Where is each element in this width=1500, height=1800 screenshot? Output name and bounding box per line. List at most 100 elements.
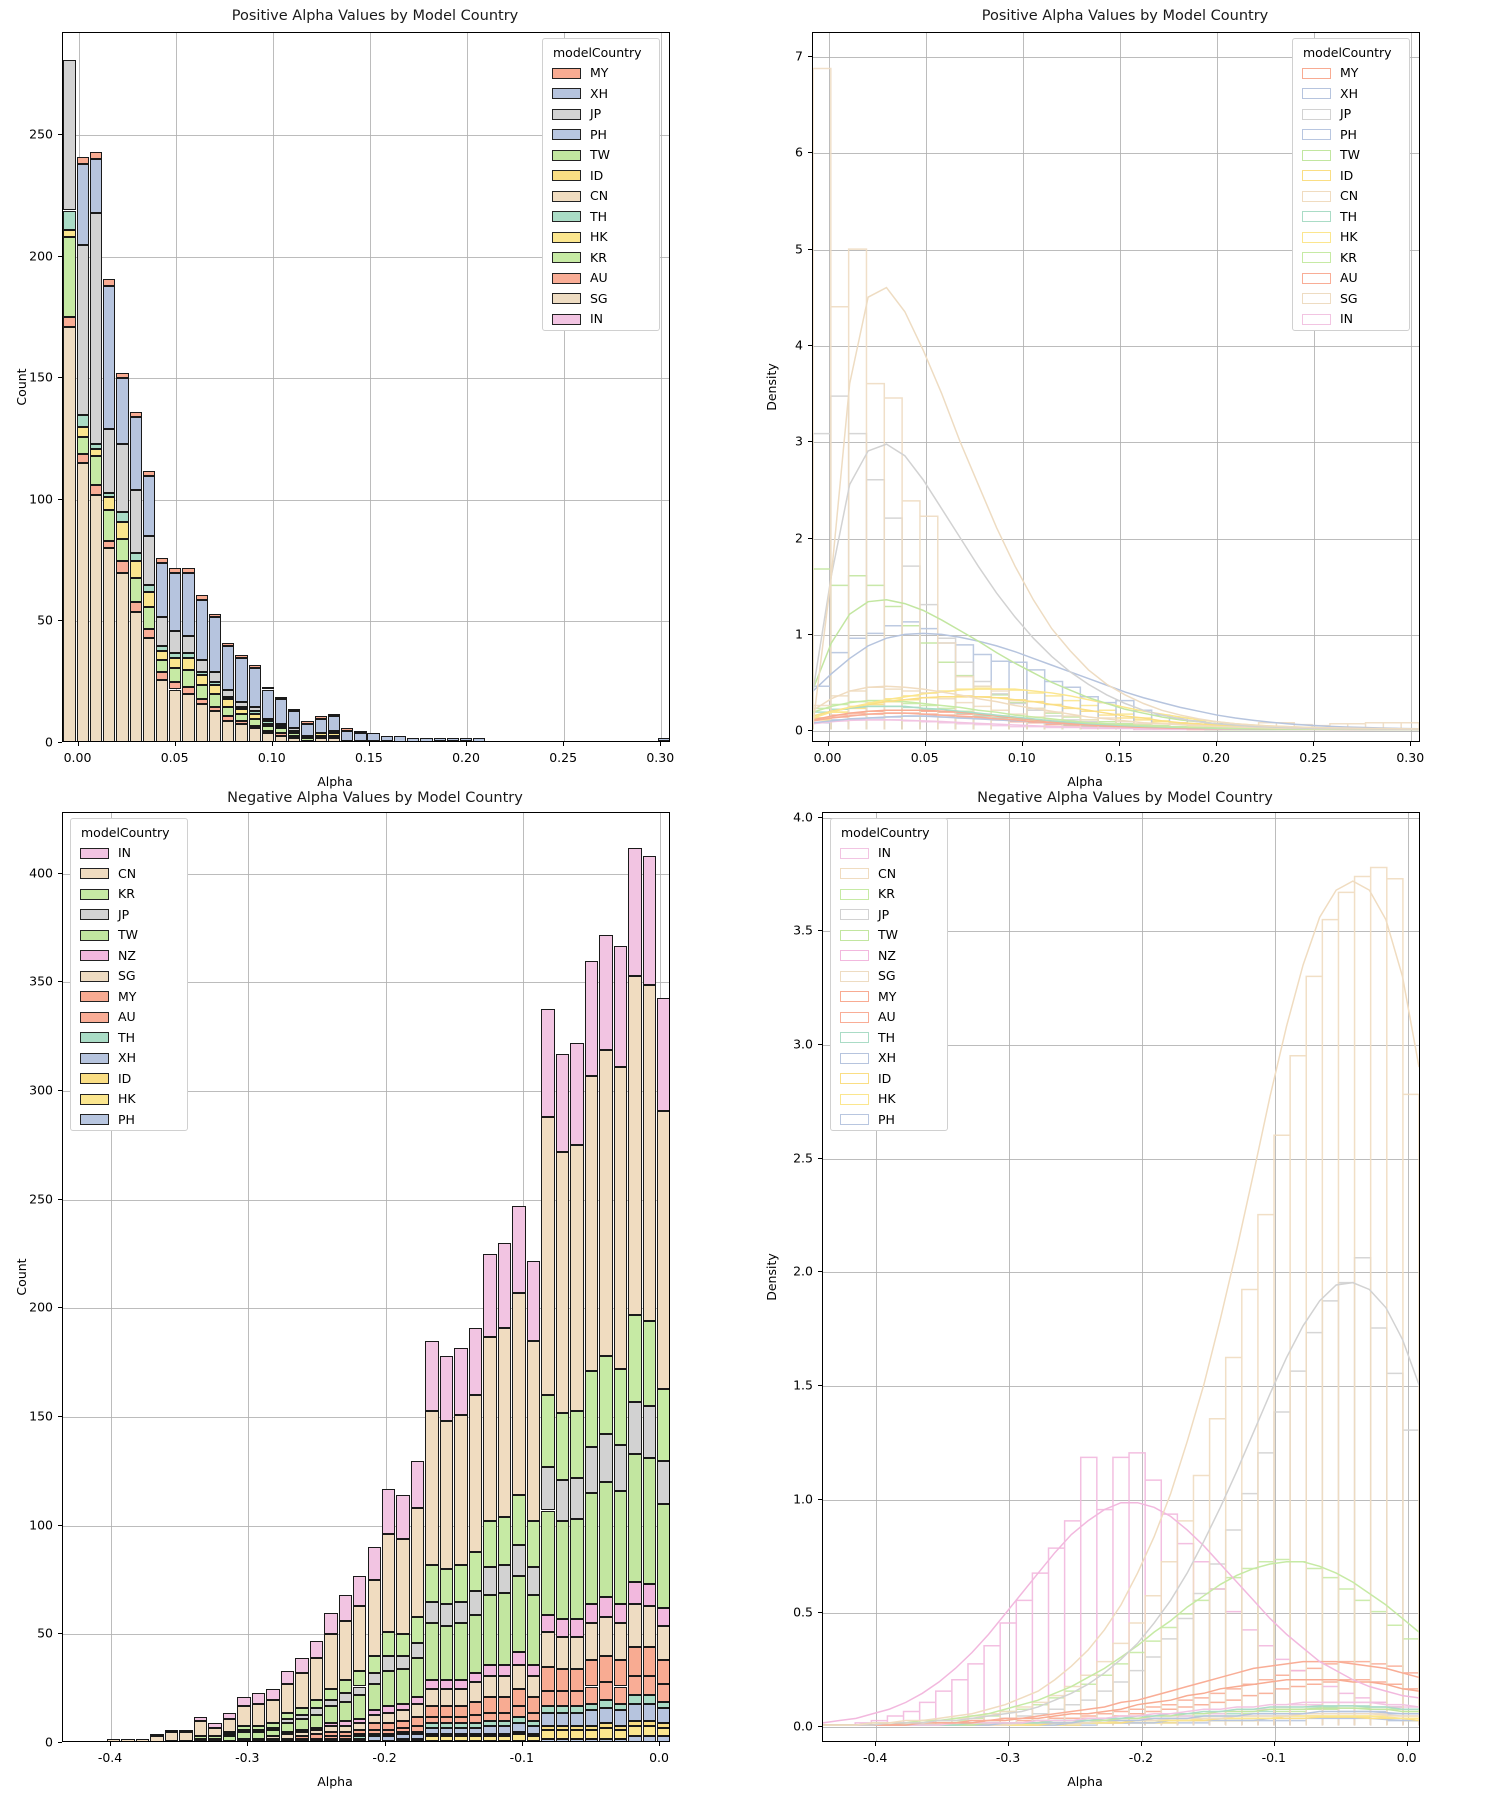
histogram-bar [396,1703,410,1711]
legend-item-xh[interactable]: XH [552,84,650,105]
histogram-bar [222,696,235,700]
legend-item-au[interactable]: AU [840,1007,938,1028]
legend-item-jp[interactable]: JP [80,905,178,926]
legend-label: PH [118,1111,135,1127]
legend-item-my[interactable]: MY [552,63,650,84]
legend-swatch-cn [1302,190,1331,202]
legend-item-th[interactable]: TH [80,1028,178,1049]
legend-item-sg[interactable]: SG [840,966,938,987]
legend-label: KR [1340,249,1357,265]
histogram-bar [393,735,407,741]
legend-label: TW [590,147,610,162]
legend-item-sg[interactable]: SG [80,966,178,987]
histogram-bar [182,657,195,671]
histogram-bar [237,1732,251,1739]
legend-item-au[interactable]: AU [1302,268,1400,289]
histogram-bar [584,960,599,1076]
legend-item-xh[interactable]: XH [80,1048,178,1069]
legend-swatch-sg [1302,293,1331,305]
legend-item-ph[interactable]: PH [552,125,650,146]
legend-item-my[interactable]: MY [80,987,178,1008]
histogram-bar [454,1723,468,1728]
legend-item-kr[interactable]: KR [1302,248,1400,269]
histogram-bar [526,1725,541,1735]
legend-item-sg[interactable]: SG [1302,289,1400,310]
histogram-bar [169,689,182,741]
histogram-bar [129,417,142,491]
histogram-bar [208,616,222,673]
legend-item-id[interactable]: ID [1302,166,1400,187]
histogram-bar [261,723,274,726]
x-tick-label: 0.15 [354,750,383,765]
legend-item-au[interactable]: AU [80,1007,178,1028]
legend-item-xh[interactable]: XH [840,1048,938,1069]
histogram-bar [309,1640,324,1659]
legend-item-id[interactable]: ID [80,1069,178,1090]
legend-label: SG [590,290,608,306]
legend-item-cn[interactable]: CN [840,864,938,885]
histogram-bar [642,984,656,1322]
histogram-bar [89,443,103,449]
histogram-bar [179,1732,193,1741]
histogram-bar [512,740,526,741]
histogram-bar [628,1401,642,1454]
legend-item-ph[interactable]: PH [840,1110,938,1131]
histogram-bar [497,1327,512,1517]
legend-item-in[interactable]: IN [1302,309,1400,330]
legend-item-tw[interactable]: TW [80,925,178,946]
histogram-bar [129,601,142,612]
legend-item-hk[interactable]: HK [1302,227,1400,248]
histogram-bar [497,1564,512,1594]
histogram-bar [235,708,248,714]
legend-swatch-in [1302,313,1331,325]
legend-item-id[interactable]: ID [552,166,650,187]
legend-item-hk[interactable]: HK [840,1089,938,1110]
histogram-bar [584,1738,599,1741]
legend-item-cn[interactable]: CN [552,186,650,207]
histogram-bar [454,1623,468,1680]
legend-item-cn[interactable]: CN [80,864,178,885]
histogram-bar [208,1736,222,1739]
histogram-bar [555,1521,570,1620]
gridline-horizontal [813,635,1419,636]
legend-item-th[interactable]: TH [552,207,650,228]
legend-item-jp[interactable]: JP [840,905,938,926]
histogram-bar [76,453,89,464]
legend-label: TW [1340,147,1360,162]
histogram-bar [454,1601,468,1624]
y-tick-mark [58,498,62,500]
histogram-bar [381,1712,396,1724]
histogram-bar [628,1314,642,1402]
histogram-bar [613,1686,628,1704]
legend-item-th[interactable]: TH [840,1028,938,1049]
legend-item-id[interactable]: ID [840,1069,938,1090]
legend-item-au[interactable]: AU [552,268,650,289]
legend-item-jp[interactable]: JP [1302,104,1400,125]
legend-item-in[interactable]: IN [80,843,178,864]
legend-item-kr[interactable]: KR [80,884,178,905]
histogram-bar [103,497,116,510]
legend-item-my[interactable]: MY [1302,63,1400,84]
legend-item-hk[interactable]: HK [80,1089,178,1110]
legend-item-kr[interactable]: KR [840,884,938,905]
legend-item-in[interactable]: IN [552,309,650,330]
legend-item-kr[interactable]: KR [552,248,650,269]
legend-item-in[interactable]: IN [840,843,938,864]
legend-item-hk[interactable]: HK [552,227,650,248]
legend-item-sg[interactable]: SG [552,289,650,310]
legend-item-nz[interactable]: NZ [80,946,178,967]
gridline-horizontal [813,731,1419,732]
legend-item-ph[interactable]: PH [1302,125,1400,146]
y-tick-label: 0 [45,1734,53,1750]
legend-item-jp[interactable]: JP [552,104,650,125]
legend-item-tw[interactable]: TW [552,145,650,166]
legend-item-xh[interactable]: XH [1302,84,1400,105]
legend-item-ph[interactable]: PH [80,1110,178,1131]
legend-item-th[interactable]: TH [1302,207,1400,228]
legend-item-tw[interactable]: TW [1302,145,1400,166]
legend-item-cn[interactable]: CN [1302,186,1400,207]
legend-item-nz[interactable]: NZ [840,946,938,967]
legend-item-tw[interactable]: TW [840,925,938,946]
legend-swatch-hk [552,231,581,243]
legend-item-my[interactable]: MY [840,987,938,1008]
